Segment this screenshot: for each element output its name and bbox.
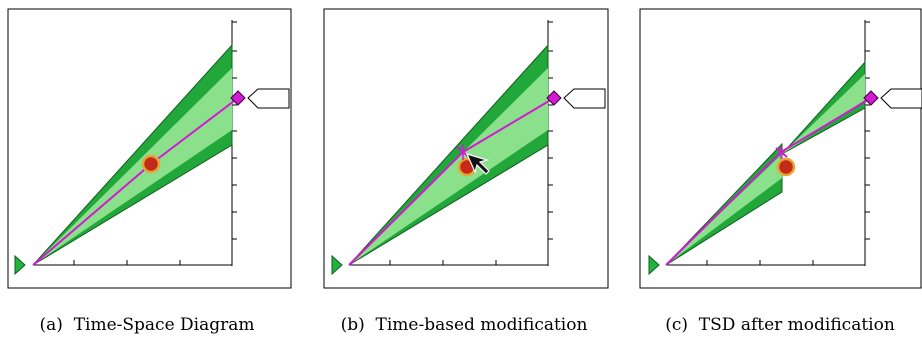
panel-b-caption: (b) Time-based modification <box>341 315 588 335</box>
panel-a-cone-outer <box>32 43 233 266</box>
panel-b-waypoint-label-box <box>563 88 606 109</box>
panel-b-start-marker <box>331 254 343 276</box>
panel-a-aircraft-marker <box>141 154 161 174</box>
panel-b-cursor-icon <box>465 153 490 175</box>
panel-c-start-marker <box>648 254 660 276</box>
panel-a-x-ticks <box>73 260 181 265</box>
panel-a-frame <box>7 8 292 289</box>
panel-a-waypoint-label-box <box>247 88 290 109</box>
panel-a <box>7 8 292 289</box>
panel-c-cone-segment-2-inner <box>782 74 865 154</box>
panel-b-x-ticks <box>389 260 497 265</box>
panel-c-frame <box>639 8 922 289</box>
panel-a-y-ticks <box>232 21 237 240</box>
panel-a-cone-inner <box>33 68 232 265</box>
panel-c-aircraft-marker <box>776 157 796 177</box>
panel-a-waypoint-diamond <box>230 90 246 106</box>
panel-a-start-marker <box>14 254 26 276</box>
panel-b-frame <box>323 8 609 289</box>
panel-a-caption: (a) Time-Space Diagram <box>39 315 254 335</box>
panel-c <box>639 8 922 289</box>
panel-b-y-ticks <box>548 21 553 240</box>
panel-c-waypoint-diamond <box>863 90 879 106</box>
panel-b-waypoint-diamond <box>546 90 562 106</box>
panel-c-modified-point-icon <box>775 146 788 159</box>
panel-c-y-ticks <box>865 21 870 240</box>
panel-c-x-ticks <box>706 260 814 265</box>
panel-b-cone-outer <box>348 43 549 266</box>
panel-b <box>323 8 609 289</box>
panel-c-caption: (c) TSD after modification <box>665 315 895 335</box>
panel-c-waypoint-label-box <box>880 88 922 109</box>
